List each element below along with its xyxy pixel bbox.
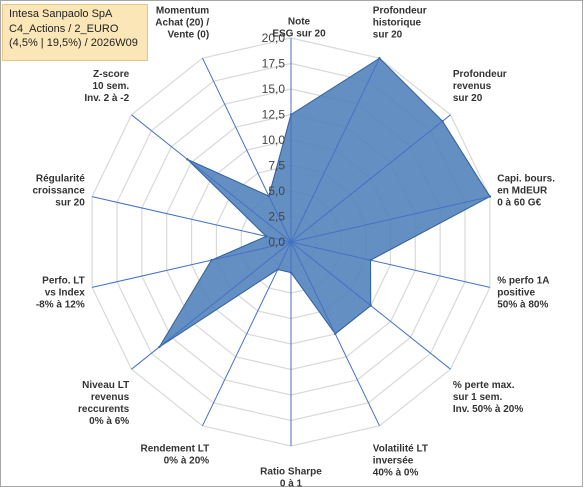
category-label-line: reccurents <box>78 404 130 415</box>
radar-spokes <box>91 38 491 446</box>
axis-spoke <box>290 196 491 243</box>
category-label-line: Achat (20) / <box>155 17 209 28</box>
category-label-line: 50% à 80% <box>497 300 548 311</box>
category-label-line: Capi. bours. <box>497 173 555 184</box>
category-label-line: sur 1 sem. <box>453 392 503 403</box>
axis-spoke <box>202 241 292 427</box>
radar-tick-labels: 0,0 2,5 5,0 7,5 10,0 12,5 15,0 17,5 20,0 <box>262 31 286 249</box>
category-label-line: Perfo. LT <box>42 276 85 287</box>
category-label-line: 40% à 0% <box>373 468 419 479</box>
category-label: Z-score 10 sem. Inv. 2 à -2 <box>84 69 129 104</box>
category-label: Capi. bours. en MdEUR 0 à 60 G€ <box>497 173 555 208</box>
category-label: Note ESG sur 20 <box>272 17 326 40</box>
category-label-line: Rendement LT <box>140 444 209 455</box>
category-label: Niveau LT revenus reccurents 0% à 6% <box>78 380 130 427</box>
category-label-line: 0% à 20% <box>164 456 210 467</box>
category-label-line: Ratio Sharpe <box>260 467 322 478</box>
axis-spoke <box>290 57 380 243</box>
axis-spoke <box>202 57 292 243</box>
axis-spoke <box>290 241 451 370</box>
category-label: Volatilité LT inversée 40% à 0% <box>373 444 428 479</box>
series-area <box>158 57 491 348</box>
category-label-line: historique <box>373 17 422 28</box>
category-label: Régularité croissance sur 20 <box>33 173 86 208</box>
tick-label: 7,5 <box>268 159 285 173</box>
category-label-line: vs Index <box>45 288 85 299</box>
tick-label: 10,0 <box>262 133 286 147</box>
tick-label: 5,0 <box>268 184 285 198</box>
category-label-line: Note <box>288 17 311 28</box>
category-label-line: revenus <box>453 81 492 92</box>
category-label-line: Régularité <box>36 173 85 184</box>
axis-spoke <box>91 241 292 288</box>
axis-spoke <box>290 241 380 427</box>
axis-spoke <box>131 114 292 243</box>
category-label-line: sur 20 <box>55 197 85 208</box>
tick-label: 0,0 <box>268 235 285 249</box>
category-label-line: Profondeur <box>453 69 507 80</box>
category-label: % perte max. sur 1 sem. Inv. 50% à 20% <box>453 380 524 415</box>
axis-spoke <box>290 241 491 288</box>
category-label-line: % perte max. <box>453 380 515 391</box>
category-label-line: 0% à 6% <box>89 416 129 427</box>
chart-title-box: Intesa Sanpaolo SpA C4_Actions / 2_EURO … <box>2 4 148 61</box>
title-line-category: C4_Actions / 2_EURO <box>9 22 119 35</box>
category-label-line: Volatilité LT <box>373 444 428 455</box>
category-label-line: 0 à 1 <box>280 479 303 487</box>
category-label-line: positive <box>497 288 535 299</box>
category-label: Ratio Sharpe 0 à 1 <box>260 467 322 487</box>
tick-label: 12,5 <box>262 108 286 122</box>
category-label-line: Inv. 2 à -2 <box>84 93 129 104</box>
category-label: Momentum Achat (20) / Vente (0) <box>155 5 209 40</box>
category-label-line: revenus <box>91 392 130 403</box>
category-label: Profondeur revenus sur 20 <box>453 69 507 104</box>
axis-spoke <box>131 241 292 370</box>
category-label-line: croissance <box>33 185 86 196</box>
category-label-line: en MdEUR <box>497 185 548 196</box>
category-label-line: Z-score <box>93 69 130 80</box>
category-label-line: Momentum <box>156 5 209 16</box>
tick-label: 15,0 <box>262 82 286 96</box>
category-label-line: Profondeur <box>373 5 427 16</box>
category-label-line: ESG sur 20 <box>272 29 326 40</box>
radar-series <box>158 57 492 349</box>
category-label: % perfo 1A positive 50% à 80% <box>497 276 549 311</box>
category-label-line: 10 sem. <box>92 81 129 92</box>
category-label-line: sur 20 <box>373 29 403 40</box>
category-label-line: 0 à 60 G€ <box>497 197 541 208</box>
category-label-line: Inv. 50% à 20% <box>453 404 524 415</box>
category-label-line: sur 20 <box>453 93 483 104</box>
tick-label: 20,0 <box>262 31 286 45</box>
category-label: Perfo. LT vs Index -8% à 12% <box>36 276 85 311</box>
axis-spoke <box>290 114 451 243</box>
tick-label: 2,5 <box>268 210 285 224</box>
title-line-params: (4,5% | 19,5%) / 2026W09 <box>9 37 138 49</box>
tick-label: 17,5 <box>262 57 286 71</box>
category-label-line: -8% à 12% <box>36 300 85 311</box>
category-label-line: inversée <box>373 456 414 467</box>
axis-spoke <box>91 196 292 243</box>
category-label: Rendement LT 0% à 20% <box>140 444 209 467</box>
category-label: Profondeur historique sur 20 <box>373 5 427 40</box>
category-label-line: Vente (0) <box>168 29 210 40</box>
title-line-company: Intesa Sanpaolo SpA <box>9 8 113 20</box>
category-label-line: % perfo 1A <box>497 276 549 287</box>
category-label-line: Niveau LT <box>82 380 129 391</box>
